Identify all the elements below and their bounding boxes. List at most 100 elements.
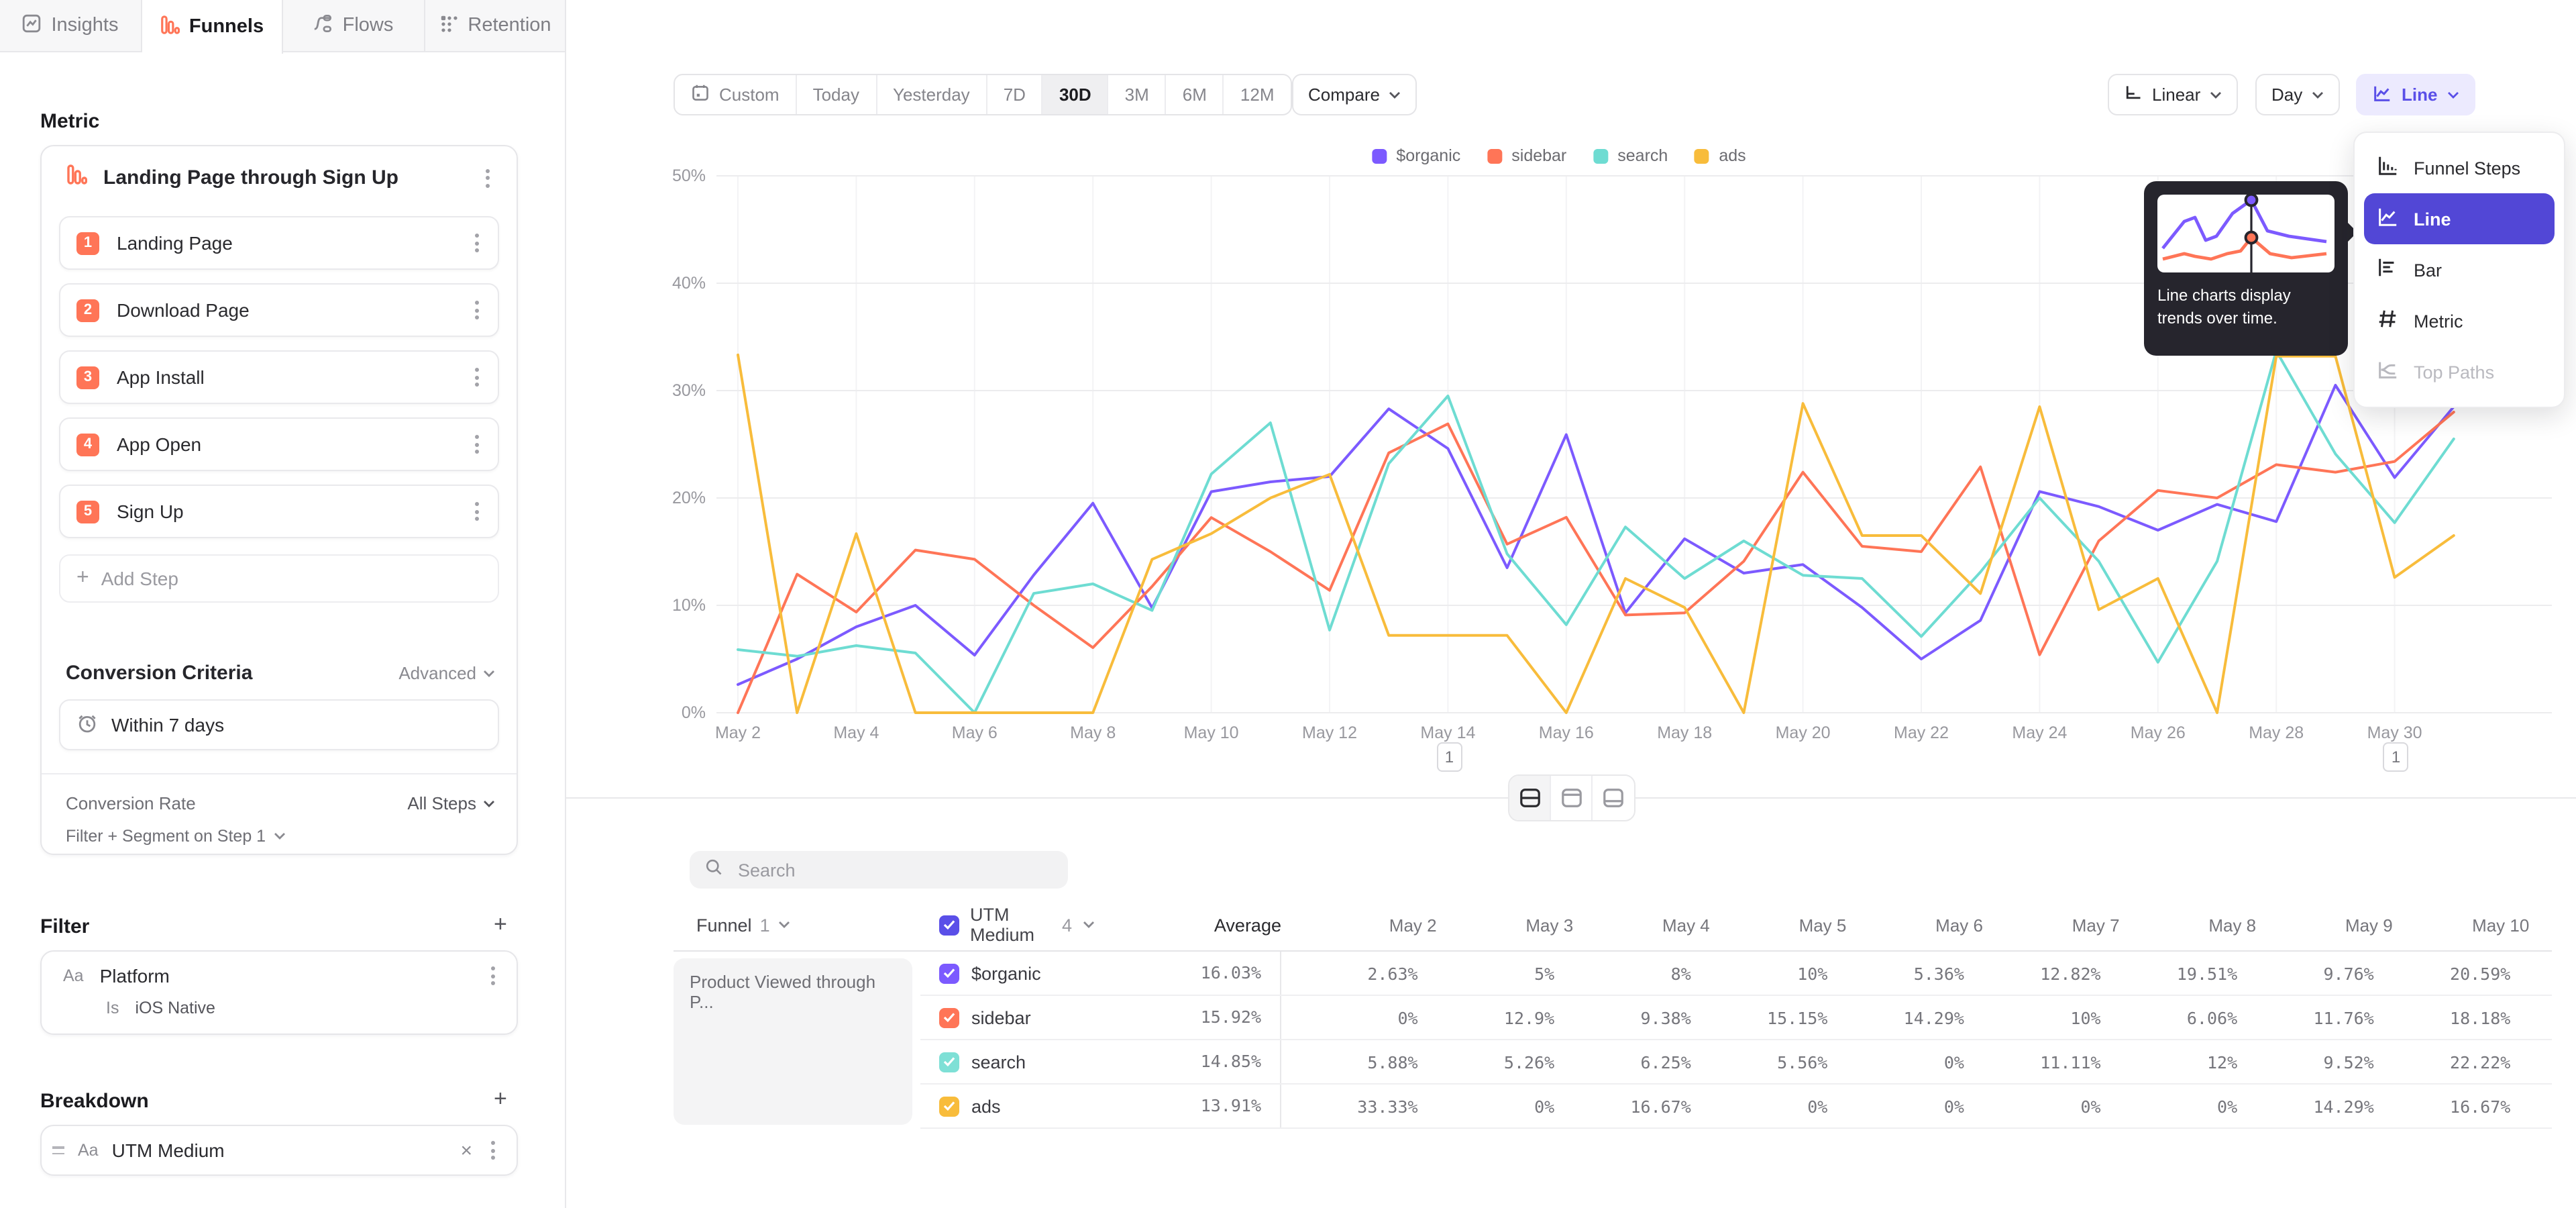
chart-only-view-button[interactable] <box>1551 776 1593 820</box>
add-step-button[interactable]: + Add Step <box>59 554 499 603</box>
tab-funnels[interactable]: Funnels <box>142 0 283 54</box>
range-3m-button[interactable]: 3M <box>1109 75 1167 114</box>
table-row[interactable]: $organic 16.03% 2.63% 5% 8% 10% 5.36% 12.82% 19.… <box>920 952 2552 996</box>
step-menu-button[interactable] <box>470 231 484 255</box>
cell-value: 10% <box>1797 963 1828 983</box>
series-checkbox[interactable] <box>939 963 959 983</box>
cell-value: 9.38% <box>1640 1007 1691 1027</box>
line-chart-icon <box>2372 83 2392 107</box>
table-row[interactable]: ads 13.91% 33.33% 0% 16.67% 0% 0% 0% 0% 14.29% 16.… <box>920 1085 2552 1129</box>
legend-item[interactable]: search <box>1593 146 1668 165</box>
range-7d-button[interactable]: 7D <box>987 75 1043 114</box>
step-menu-button[interactable] <box>470 298 484 322</box>
date-column-header[interactable]: May 9 <box>2345 915 2393 935</box>
step-menu-button[interactable] <box>470 365 484 389</box>
range-12m-button[interactable]: 12M <box>1224 75 1291 114</box>
chevron-down-icon <box>2312 91 2324 99</box>
funnel-cell[interactable]: Product Viewed through P... <box>674 958 912 1125</box>
range-custom-button[interactable]: Custom <box>675 75 797 114</box>
table-header: Funnel 1 UTM Medium 4 Average <box>674 899 2552 952</box>
date-column-header[interactable]: May 3 <box>1525 915 1574 935</box>
step-label: Download Page <box>117 299 250 321</box>
compare-button[interactable]: Compare <box>1292 74 1417 115</box>
menu-item-metric[interactable]: Metric <box>2364 295 2555 346</box>
series-line-organic[interactable] <box>737 384 2455 686</box>
filter-card[interactable]: Aa Platform Is iOS Native <box>40 950 518 1035</box>
menu-item-top-paths[interactable]: Top Paths <box>2364 346 2555 397</box>
series-name: $organic <box>971 963 1041 983</box>
range-yesterday-button[interactable]: Yesterday <box>877 75 987 114</box>
menu-item-bar[interactable]: Bar <box>2364 244 2555 295</box>
annotation-badge[interactable]: 1 <box>1436 742 1462 772</box>
date-column-header[interactable]: May 5 <box>1799 915 1847 935</box>
retention-icon <box>438 13 458 38</box>
line-chart[interactable]: 0% 10% 20% 30% 40% 50% May 2 May 4 May 6 May 8 May… <box>566 161 2576 758</box>
conversion-window-button[interactable]: Within 7 days <box>59 699 499 750</box>
series-line-search[interactable] <box>737 349 2455 714</box>
breakdown-menu-button[interactable] <box>486 1138 500 1162</box>
average-column-header[interactable]: Average <box>1214 915 1281 935</box>
filter-menu-button[interactable] <box>486 964 500 988</box>
legend-item[interactable]: sidebar <box>1487 146 1566 165</box>
report-tabbar: Insights Funnels Flows <box>0 0 566 54</box>
range-label: Custom <box>719 85 780 105</box>
breakdown-card[interactable]: Aa UTM Medium × <box>40 1125 518 1176</box>
step-menu-button[interactable] <box>470 499 484 523</box>
clock-icon <box>76 712 98 738</box>
add-filter-button[interactable]: + <box>494 911 507 937</box>
date-column-header[interactable]: May 2 <box>1389 915 1437 935</box>
funnel-column-header[interactable]: Funnel 1 <box>674 915 920 935</box>
annotation-badge[interactable]: 1 <box>2383 742 2409 772</box>
scale-dropdown[interactable]: Linear <box>2108 74 2239 115</box>
funnel-menu-button[interactable] <box>480 166 495 190</box>
series-line-ads[interactable] <box>737 353 2455 714</box>
range-label: 30D <box>1059 85 1091 105</box>
funnel-step-3[interactable]: 3 App Install <box>59 350 499 404</box>
tab-flows[interactable]: Flows <box>283 0 425 51</box>
range-30d-button[interactable]: 30D <box>1042 75 1109 114</box>
funnel-step-2[interactable]: 2 Download Page <box>59 283 499 337</box>
cell-value: 11.76% <box>2313 1007 2374 1027</box>
filter-segment-row[interactable]: Filter + Segment on Step 1 <box>66 827 495 846</box>
legend-item[interactable]: ads <box>1695 146 1746 165</box>
series-checkbox[interactable] <box>939 1096 959 1116</box>
funnel-step-5[interactable]: 5 Sign Up <box>59 485 499 538</box>
range-today-button[interactable]: Today <box>797 75 877 114</box>
date-column-header[interactable]: May 10 <box>2472 915 2530 935</box>
range-6m-button[interactable]: 6M <box>1167 75 1224 114</box>
drag-handle-icon[interactable] <box>52 1146 64 1154</box>
tab-insights[interactable]: Insights <box>0 0 142 51</box>
breakdown-column-header[interactable]: UTM Medium 4 <box>920 905 1095 945</box>
legend-item[interactable]: $organic <box>1372 146 1460 165</box>
table-row[interactable]: sidebar 15.92% 0% 12.9% 9.38% 15.15% 14.29% 10%… <box>920 996 2552 1040</box>
advanced-dropdown[interactable]: Advanced <box>398 663 495 683</box>
tab-retention[interactable]: Retention <box>425 0 566 51</box>
date-column-header[interactable]: May 4 <box>1662 915 1710 935</box>
linear-axis-icon <box>2124 83 2143 106</box>
svg-text:May 6: May 6 <box>952 723 998 742</box>
series-checkbox[interactable] <box>939 1007 959 1027</box>
date-column-header[interactable]: May 6 <box>1935 915 1983 935</box>
menu-item-line[interactable]: Line <box>2364 193 2555 244</box>
select-all-checkbox[interactable] <box>939 915 959 935</box>
date-column-header[interactable]: May 8 <box>2208 915 2257 935</box>
funnel-step-1[interactable]: 1 Landing Page <box>59 216 499 270</box>
series-checkbox[interactable] <box>939 1052 959 1072</box>
table-row[interactable]: search 14.85% 5.88% 5.26% 6.25% 5.56% 0% 11.11%… <box>920 1040 2552 1085</box>
remove-breakdown-icon[interactable]: × <box>460 1139 472 1162</box>
chart-type-dropdown[interactable]: Line <box>2356 74 2475 115</box>
add-breakdown-button[interactable]: + <box>494 1086 507 1111</box>
step-label: Landing Page <box>117 232 233 254</box>
all-steps-dropdown[interactable]: All Steps <box>407 793 495 813</box>
range-label: Yesterday <box>893 85 970 105</box>
search-input[interactable] <box>735 858 1053 881</box>
interval-dropdown[interactable]: Day <box>2255 74 2341 115</box>
funnel-step-4[interactable]: 4 App Open <box>59 417 499 471</box>
menu-item-funnel-steps[interactable]: Funnel Steps <box>2364 142 2555 193</box>
cell-value: 5.56% <box>1777 1052 1828 1072</box>
table-only-view-button[interactable] <box>1593 776 1634 820</box>
split-view-button[interactable] <box>1509 776 1551 820</box>
step-menu-button[interactable] <box>470 432 484 456</box>
date-column-header[interactable]: May 7 <box>2072 915 2120 935</box>
series-line-sidebar[interactable] <box>737 411 2455 714</box>
